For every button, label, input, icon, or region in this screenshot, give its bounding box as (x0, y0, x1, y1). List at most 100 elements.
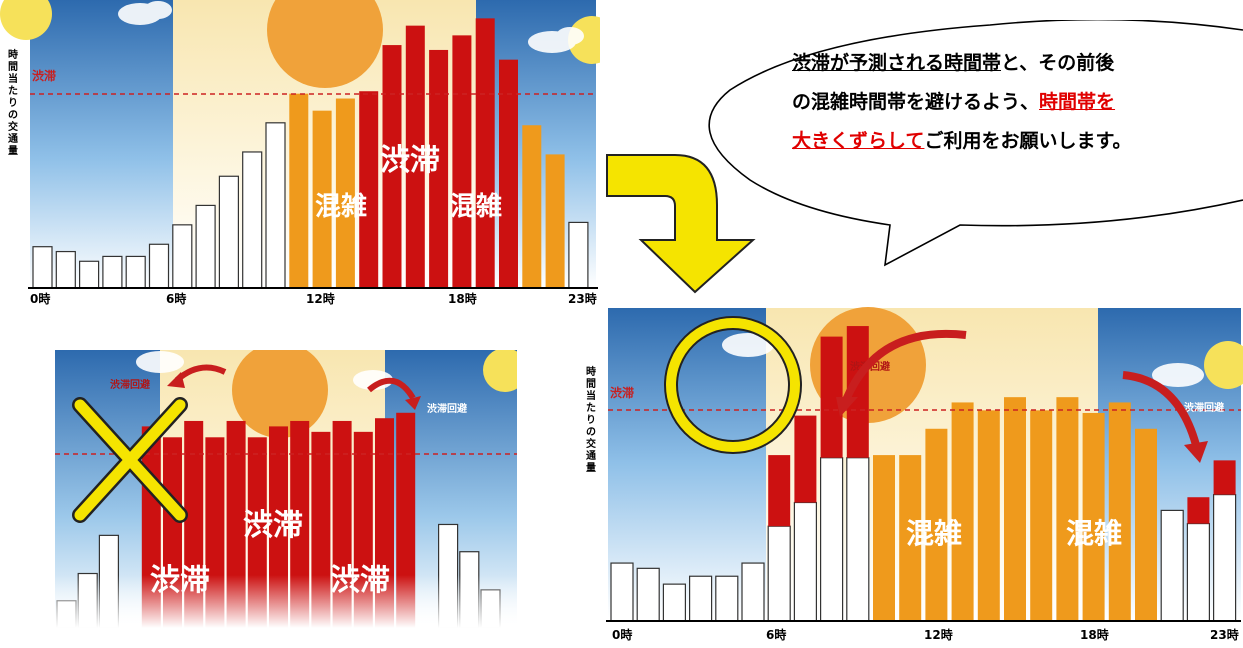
bar (312, 110, 332, 288)
bar (793, 501, 817, 622)
bar (172, 224, 193, 289)
annotation-konzatsu: 混雑 (906, 517, 962, 550)
x-tick-label: 12時 (306, 291, 335, 306)
y-axis-char: り (586, 414, 596, 426)
y-axis-char: の (8, 110, 18, 121)
y-axis-char: 交 (586, 437, 596, 450)
y-axis-char: 交 (8, 120, 18, 133)
cloud-icon (528, 27, 584, 53)
bar (405, 25, 425, 288)
chart-bad-shift-svg: 渋滞回避 渋滞回避 渋滞 渋滞 渋滞 (55, 342, 527, 629)
curved-arrow-icon (1184, 441, 1208, 463)
bar (396, 412, 416, 628)
bar (125, 255, 146, 289)
y-axis-char: 時 (586, 365, 596, 378)
down-arrow-icon (606, 154, 756, 294)
bar (568, 221, 589, 289)
y-axis-char: 当 (8, 72, 18, 85)
y-axis-char: り (8, 97, 18, 109)
chart-bad-shift: 渋滞回避 渋滞回避 渋滞 渋滞 渋滞 (55, 342, 527, 629)
bar (873, 455, 895, 621)
x-tick-label: 6時 (766, 627, 786, 642)
annotation-avoid-left: 渋滞回避 (110, 378, 150, 391)
bubble-line1-a: 渋滞が予測される時間帯 (792, 52, 1002, 74)
bubble-line3-b: ご利用をお願いします。 (924, 130, 1132, 152)
cross-mark-icon (72, 397, 188, 523)
curved-arrow-icon (836, 397, 858, 417)
threshold-label: 渋滞 (32, 68, 56, 83)
bar (1030, 410, 1053, 621)
bubble-line2-b: 時間帯を (1039, 91, 1116, 113)
bar (820, 457, 844, 622)
y-axis-char: 量 (8, 144, 18, 157)
bar (499, 59, 518, 288)
y-axis-char: た (8, 85, 18, 97)
bar (359, 91, 379, 288)
y-axis-char: 量 (586, 461, 596, 474)
chart-good-shift: 渋滞 混雑 混雑 渋滞回避 渋滞回避 時間当たりの交通量 0時 6時 12時 18時 2… (578, 305, 1243, 644)
bar (636, 567, 660, 622)
x-tick-label: 23時 (1210, 627, 1239, 642)
bar (1082, 412, 1105, 621)
x-tick-label: 23時 (568, 291, 597, 306)
curved-arrow-icon (167, 372, 185, 388)
bar (148, 243, 170, 289)
annotation-jutai: 渋滞 (380, 143, 440, 178)
cloud-icon (722, 333, 1204, 387)
annotation-konzatsu: 混雑 (1066, 517, 1122, 550)
bar (265, 122, 286, 289)
bar (195, 204, 216, 289)
bar (382, 45, 402, 288)
y-axis-char: 当 (586, 389, 596, 402)
bar (55, 250, 76, 289)
shifted-bar (846, 326, 869, 458)
x-tick-label: 18時 (448, 291, 477, 306)
y-axis-char: 間 (586, 378, 596, 390)
y-axis-char: 通 (586, 450, 596, 462)
bubble-line2-a: の混雑時間帯を避けるよう、 (792, 91, 1040, 113)
annotation-konzatsu: 混雑 (315, 191, 367, 222)
bar (429, 49, 449, 289)
cloud-icon (118, 1, 172, 25)
curved-arrow-icon (1122, 371, 1200, 447)
bar (452, 35, 472, 289)
bar (977, 410, 1000, 621)
bar (1004, 397, 1026, 621)
bar (289, 93, 309, 289)
bar (545, 154, 565, 288)
bar (1135, 428, 1157, 621)
annotation-jutai: 渋滞 (330, 563, 390, 598)
y-axis-char: の (586, 427, 596, 438)
x-tick-label: 18時 (1080, 627, 1109, 642)
threshold-label: 渋滞 (610, 385, 634, 400)
speech-bubble (708, 20, 1243, 267)
bar (218, 175, 239, 289)
bar (1056, 397, 1079, 621)
curved-arrow-icon (405, 396, 421, 410)
annotation-jutai: 渋滞 (150, 563, 210, 598)
annotation-avoid-right: 渋滞回避 (427, 402, 467, 415)
bar (475, 18, 495, 288)
curved-arrow-icon (842, 329, 967, 402)
x-tick-label: 0時 (30, 291, 50, 306)
bar (741, 562, 765, 622)
bar (102, 255, 123, 289)
shifted-bar (1213, 460, 1236, 495)
bar (846, 457, 870, 622)
bar (1160, 509, 1184, 622)
sun-icon (232, 342, 328, 438)
bar (78, 260, 100, 289)
bar (32, 246, 53, 289)
bar (767, 525, 791, 622)
bubble-line3-a: 大きくずらして (792, 130, 925, 152)
bar (610, 562, 634, 622)
y-axis-char: た (586, 402, 596, 414)
bar (1108, 402, 1131, 621)
bar (662, 583, 687, 622)
bar (1186, 522, 1211, 622)
annotation-jutai: 渋滞 (243, 508, 303, 543)
bar (715, 575, 739, 622)
